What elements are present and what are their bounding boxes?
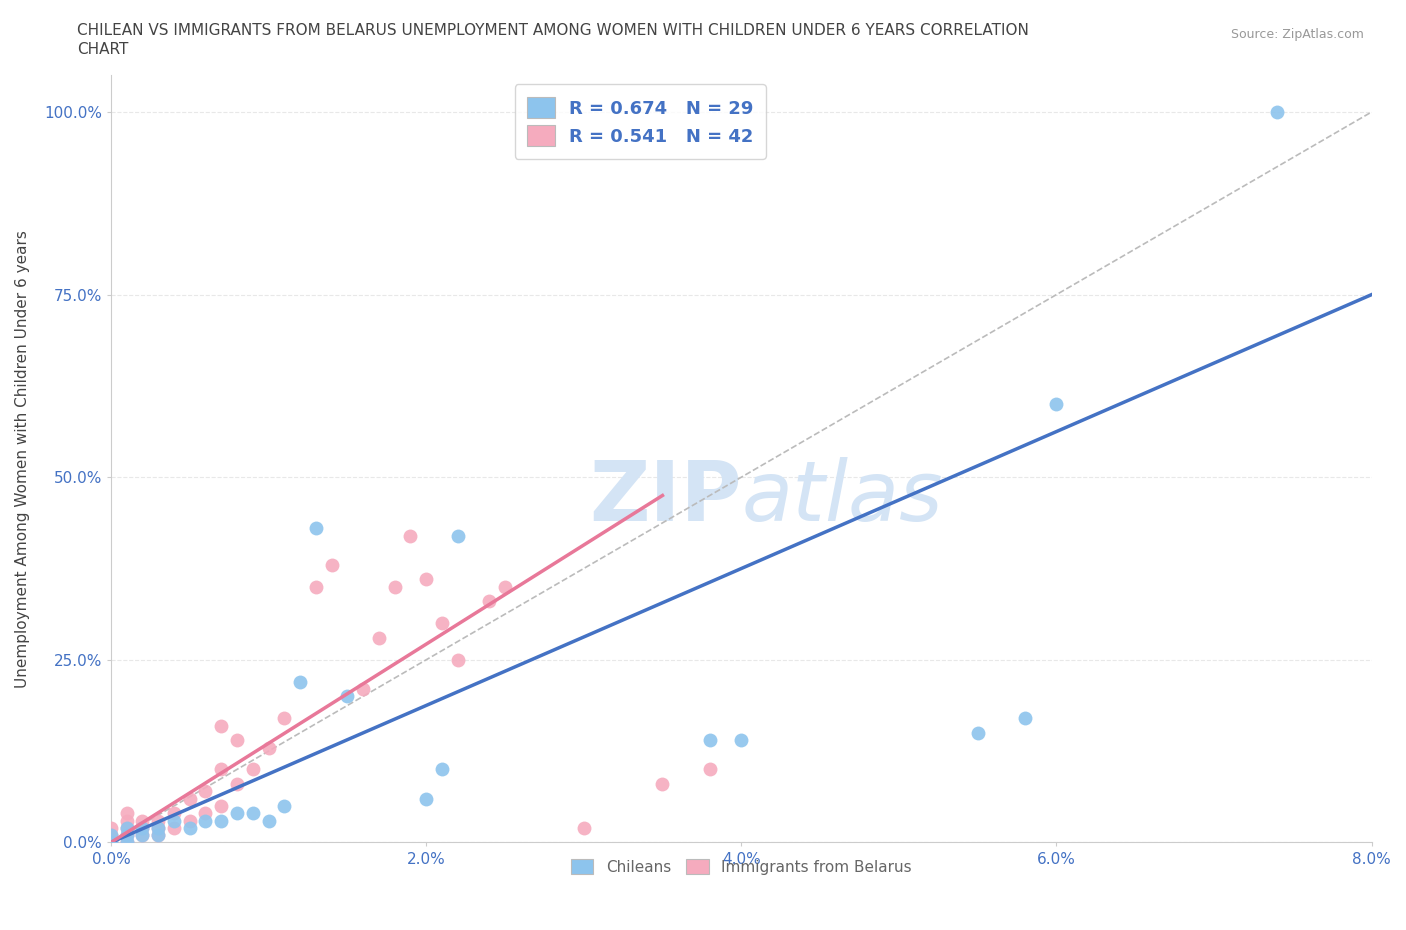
Point (367, 631, 389, 645)
Point (430, 762, 453, 777)
Point (226, 777, 249, 791)
Point (115, 820, 138, 835)
Point (148, 820, 170, 835)
Point (163, 820, 186, 835)
Point (651, 777, 673, 791)
Point (131, 828, 153, 843)
Text: CHILEAN VS IMMIGRANTS FROM BELARUS UNEMPLOYMENT AMONG WOMEN WITH CHILDREN UNDER : CHILEAN VS IMMIGRANTS FROM BELARUS UNEMP… (77, 23, 1029, 38)
Point (115, 813, 138, 828)
Point (305, 521, 328, 536)
Point (699, 733, 721, 748)
Point (242, 762, 264, 777)
Point (209, 813, 232, 828)
Point (288, 674, 311, 689)
Point (148, 828, 170, 843)
Point (273, 711, 295, 725)
Point (131, 820, 153, 835)
Point (115, 828, 138, 843)
Point (115, 828, 138, 843)
Point (100, 820, 122, 835)
Point (699, 762, 721, 777)
Text: CHART: CHART (77, 42, 129, 57)
Point (163, 813, 186, 828)
Point (209, 762, 232, 777)
Point (1014, 711, 1036, 725)
Point (148, 813, 170, 828)
Point (179, 791, 201, 806)
Point (446, 528, 468, 543)
Point (257, 740, 280, 755)
Point (430, 616, 453, 631)
Point (148, 820, 170, 835)
Point (494, 579, 516, 594)
Point (257, 813, 280, 828)
Point (100, 828, 122, 843)
Point (273, 799, 295, 814)
Point (115, 835, 138, 850)
Point (966, 725, 988, 740)
Point (115, 805, 138, 820)
Point (100, 835, 122, 850)
Point (194, 784, 217, 799)
Point (179, 820, 201, 835)
Text: atlas: atlas (741, 457, 943, 538)
Point (305, 579, 328, 594)
Point (100, 828, 122, 843)
Point (730, 733, 752, 748)
Point (131, 828, 153, 843)
Point (115, 835, 138, 850)
Point (226, 805, 249, 820)
Point (148, 828, 170, 843)
Point (572, 820, 595, 835)
Point (226, 733, 249, 748)
Point (100, 835, 122, 850)
Point (179, 813, 201, 828)
Point (384, 579, 406, 594)
Point (415, 572, 437, 587)
Point (399, 528, 422, 543)
Point (1265, 104, 1288, 119)
Point (194, 813, 217, 828)
Point (209, 718, 232, 733)
Text: ZIP: ZIP (589, 457, 741, 538)
Point (321, 557, 343, 572)
Point (415, 791, 437, 806)
Text: Source: ZipAtlas.com: Source: ZipAtlas.com (1230, 28, 1364, 41)
Y-axis label: Unemployment Among Women with Children Under 6 years: Unemployment Among Women with Children U… (15, 230, 30, 688)
Point (194, 805, 217, 820)
Point (209, 799, 232, 814)
Point (446, 653, 468, 668)
Point (242, 805, 264, 820)
Point (336, 689, 359, 704)
Point (131, 820, 153, 835)
Legend: Chileans, Immigrants from Belarus: Chileans, Immigrants from Belarus (564, 853, 918, 881)
Point (1045, 397, 1067, 412)
Point (163, 805, 186, 820)
Point (115, 820, 138, 835)
Point (352, 682, 374, 697)
Point (131, 813, 153, 828)
Point (478, 594, 501, 609)
